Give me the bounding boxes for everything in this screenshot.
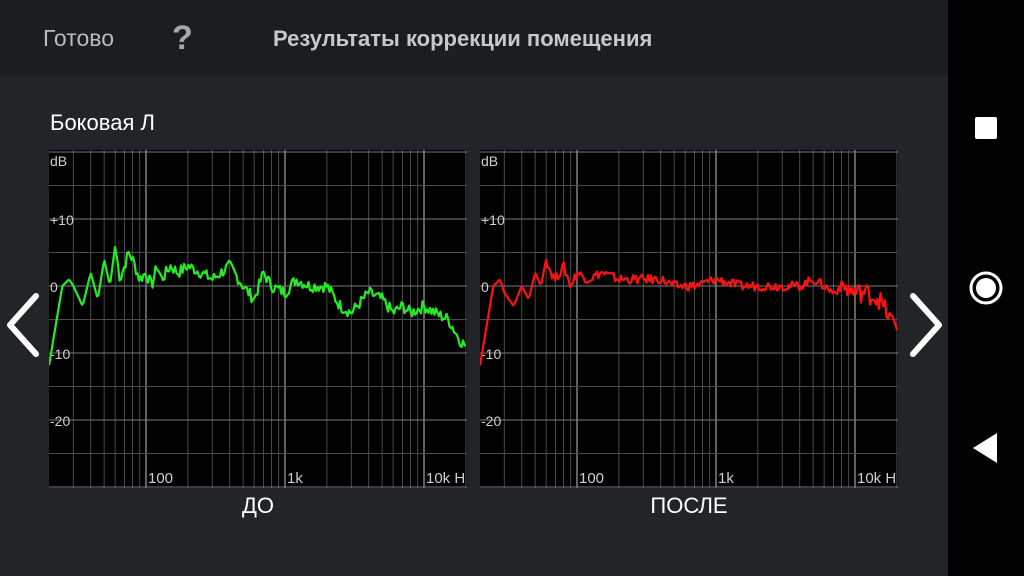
next-arrow-icon[interactable] [905, 290, 945, 360]
caption-before: ДО [241, 493, 274, 518]
y-tick-label: -20 [481, 413, 501, 429]
response-line [480, 258, 898, 366]
chart-svg: dB +10 0 -10 -20 100 1k 10k H [480, 150, 898, 488]
page-title: Результаты коррекции помещения [273, 26, 653, 51]
y-tick-label: -20 [50, 413, 70, 429]
chart-before: dB +10 0 -10 -20 100 1k 10k H [49, 150, 467, 488]
y-tick-label: 0 [481, 279, 489, 295]
x-tick-label: 1k [287, 470, 303, 487]
y-tick-label: -10 [50, 346, 70, 362]
y-tick-label: +10 [481, 212, 505, 228]
caption-after: ПОСЛЕ [650, 493, 728, 518]
x-tick-label: 1k [718, 470, 734, 487]
recents-square-icon[interactable] [966, 108, 1006, 148]
y-tick-label: dB [481, 153, 498, 169]
home-circle-icon[interactable] [966, 268, 1006, 308]
response-line [49, 245, 467, 366]
y-tick-label: -10 [481, 346, 501, 362]
x-tick-label: 100 [579, 470, 604, 487]
done-button[interactable]: Готово [43, 25, 115, 51]
prev-arrow-icon[interactable] [4, 290, 44, 360]
x-tick-label: 100 [148, 470, 173, 487]
speaker-name: Боковая Л [50, 110, 155, 135]
x-tick-label: 10k H [857, 470, 896, 487]
y-tick-label: dB [50, 153, 67, 169]
y-tick-label: 0 [50, 279, 58, 295]
x-tick-label: 10k H [426, 470, 465, 487]
chart-after: dB +10 0 -10 -20 100 1k 10k H [480, 150, 898, 488]
help-button[interactable]: ? [172, 19, 193, 57]
back-triangle-icon[interactable] [966, 428, 1006, 468]
top-bar: Готово ? Результаты коррекции помещения [0, 0, 948, 76]
system-nav-bar [948, 0, 1024, 576]
chart-svg: dB +10 0 -10 -20 100 1k 10k H [49, 150, 467, 488]
y-tick-label: +10 [50, 212, 74, 228]
